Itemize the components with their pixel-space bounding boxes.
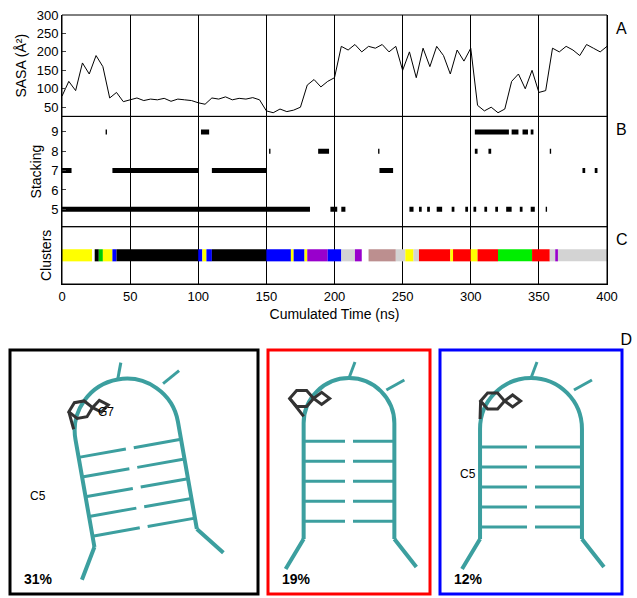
svg-text:100: 100: [187, 289, 209, 304]
svg-text:5: 5: [51, 202, 58, 217]
svg-text:B: B: [616, 121, 627, 138]
svg-text:50: 50: [123, 289, 137, 304]
svg-text:C5: C5: [30, 489, 46, 503]
svg-text:12%: 12%: [454, 571, 483, 587]
svg-text:8: 8: [51, 144, 58, 159]
svg-text:250: 250: [392, 289, 414, 304]
svg-text:250: 250: [37, 26, 59, 41]
svg-text:200: 200: [37, 44, 59, 59]
svg-text:300: 300: [37, 8, 59, 23]
svg-text:300: 300: [460, 289, 482, 304]
svg-text:SASA (Å²): SASA (Å²): [13, 34, 29, 98]
svg-text:C: C: [616, 231, 628, 248]
svg-text:Stacking: Stacking: [28, 145, 44, 199]
svg-text:G7: G7: [98, 405, 114, 419]
svg-text:150: 150: [256, 289, 278, 304]
svg-text:100: 100: [37, 81, 59, 96]
svg-text:200: 200: [324, 289, 346, 304]
svg-text:9: 9: [51, 124, 58, 139]
svg-text:150: 150: [37, 63, 59, 78]
svg-text:19%: 19%: [282, 571, 311, 587]
svg-text:A: A: [616, 20, 627, 37]
svg-text:400: 400: [596, 289, 618, 304]
svg-text:0: 0: [58, 289, 65, 304]
svg-text:C5: C5: [460, 467, 476, 481]
svg-text:350: 350: [528, 289, 550, 304]
svg-text:D: D: [620, 331, 632, 348]
svg-text:31%: 31%: [24, 571, 53, 587]
svg-text:50: 50: [44, 100, 58, 115]
svg-text:Cumulated Time (ns): Cumulated Time (ns): [270, 306, 400, 322]
svg-text:6: 6: [51, 182, 58, 197]
svg-text:7: 7: [51, 163, 58, 178]
svg-text:Clusters: Clusters: [38, 230, 54, 281]
